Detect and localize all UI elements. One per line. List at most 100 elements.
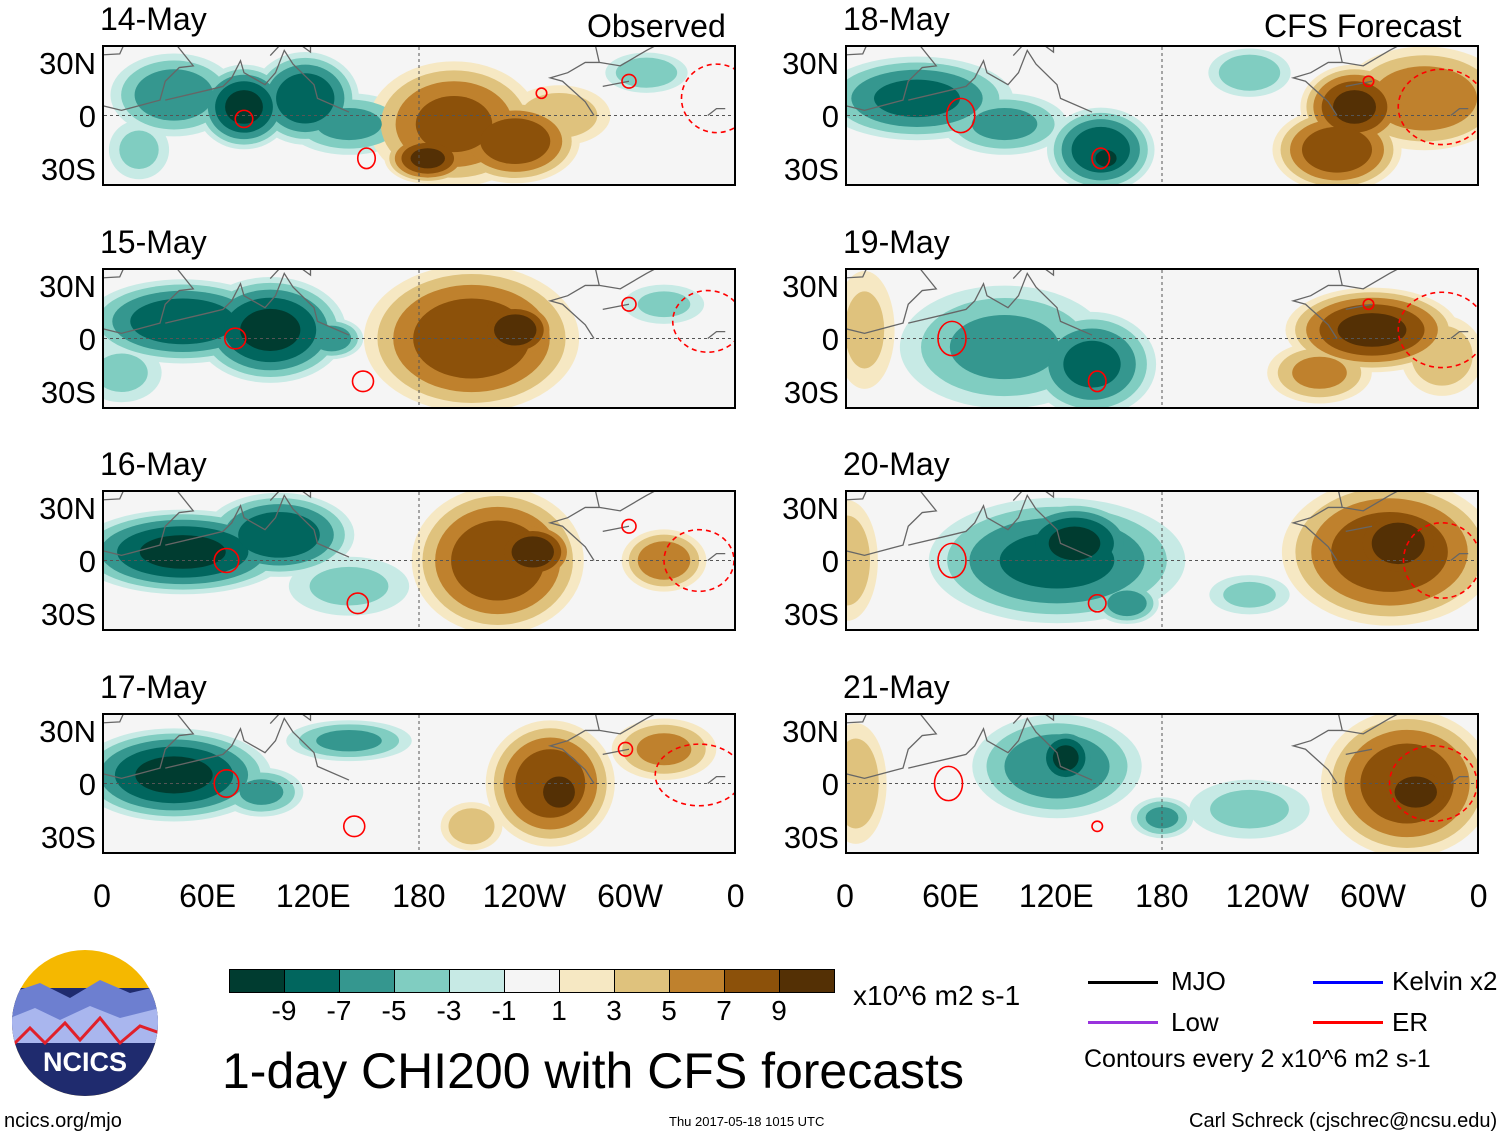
lat-tick-label: 30S — [783, 375, 839, 410]
map-panel — [102, 45, 736, 186]
er-contour — [1089, 595, 1107, 612]
chi200-map — [847, 47, 1477, 184]
anomaly-contour — [130, 298, 236, 345]
er-contour — [682, 64, 735, 133]
er-contour — [622, 297, 636, 311]
lon-tick-label: 60W — [1340, 878, 1406, 914]
lat-tick-label: 30N — [39, 46, 96, 81]
lat-tick-label: 30S — [40, 375, 96, 410]
mjo-legend-line — [1088, 981, 1158, 984]
er-contour — [225, 328, 246, 349]
lat-tick-label: 0 — [78, 767, 96, 802]
anomaly-contour — [1095, 150, 1117, 167]
lat-tick-label: 30S — [40, 820, 96, 855]
colorbar-units: x10^6 m2 s-1 — [853, 980, 1021, 1011]
coastlines — [104, 492, 725, 561]
anomaly-contour — [309, 566, 389, 606]
credit: Carl Schreck (cjschrec@ncsu.edu) — [1189, 1110, 1498, 1132]
colorbar-tick-label: -7 — [326, 995, 352, 1026]
lon-tick-label: 120E — [275, 878, 351, 914]
er-legend-label: ER — [1392, 1007, 1429, 1037]
anomaly-contour — [1063, 340, 1121, 388]
anomaly-contour — [410, 148, 445, 169]
panel-date: 14-May — [100, 1, 207, 37]
colorbar-tick-label: -1 — [491, 995, 517, 1026]
er-contour — [938, 321, 966, 355]
coastlines — [104, 715, 725, 784]
anomaly-contour — [1337, 313, 1407, 347]
lon-tick-label: 0 — [726, 878, 745, 914]
lat-tick-label: 30S — [783, 597, 839, 632]
anomaly-contour — [637, 291, 691, 318]
er-contour — [1363, 299, 1374, 309]
anomaly-contour — [1048, 526, 1101, 561]
lat-tick-label: 30N — [39, 269, 96, 304]
anomaly-contour — [276, 73, 335, 124]
colorbar-tick-label: 9 — [771, 995, 787, 1026]
anomaly-contour — [139, 535, 226, 569]
colorbar-swatch — [615, 970, 670, 992]
anomaly-contour — [494, 314, 537, 346]
colorbar-swatch — [560, 970, 615, 992]
er-contour — [344, 816, 365, 837]
lon-tick-label: 0 — [1469, 878, 1488, 914]
er-contour — [622, 74, 636, 88]
er-contour — [536, 88, 547, 98]
chi200-map — [847, 715, 1477, 852]
anomaly-contour — [316, 108, 382, 141]
er-contour — [673, 291, 734, 353]
er-contour — [938, 543, 966, 577]
lat-tick-label: 30N — [39, 714, 96, 749]
er-contour — [1404, 523, 1478, 598]
anomaly-contour — [847, 515, 871, 606]
source-link[interactable]: ncics.org/mjo — [4, 1110, 122, 1132]
coastlines — [104, 47, 725, 116]
lat-tick-label: 30S — [783, 152, 839, 187]
lon-tick-label: 120W — [482, 878, 567, 914]
lat-tick-label: 30N — [39, 491, 96, 526]
map-panel — [102, 490, 736, 631]
lon-tick-label: 0 — [93, 878, 111, 914]
lat-tick-label: 30S — [783, 820, 839, 855]
observed-label: Observed — [587, 8, 726, 44]
colorbar-swatch — [340, 970, 395, 992]
colorbar-swatch — [230, 970, 285, 992]
kelvin-legend-line — [1313, 981, 1383, 984]
er-contour — [353, 371, 374, 392]
lat-tick-label: 0 — [821, 322, 839, 357]
lon-tick-label: 180 — [392, 878, 446, 914]
panel-date: 16-May — [100, 446, 207, 482]
anomaly-contour — [415, 96, 493, 153]
lon-tick-label: 60E — [922, 878, 980, 914]
anomaly-contour — [448, 808, 495, 845]
map-panel — [102, 268, 736, 409]
lat-tick-label: 30N — [782, 269, 839, 304]
colorbar-swatch — [450, 970, 505, 992]
lat-tick-label: 0 — [821, 767, 839, 802]
anomaly-contour — [1301, 126, 1373, 173]
chi200-map — [104, 715, 734, 852]
colorbar-tick-label: -9 — [271, 995, 297, 1026]
coastlines — [847, 492, 1468, 561]
figure-title: 1-day CHI200 with CFS forecasts — [222, 1043, 964, 1099]
colorbar-swatch — [395, 970, 450, 992]
er-contour — [1092, 821, 1103, 831]
map-panel — [845, 490, 1479, 631]
lat-tick-label: 30N — [782, 46, 839, 81]
colorbar-swatch — [725, 970, 780, 992]
anomaly-contour — [1218, 54, 1281, 91]
coastlines — [847, 47, 1468, 116]
chi200-map — [847, 492, 1477, 629]
colorbar-tick-label: -3 — [436, 995, 462, 1026]
er-legend-line — [1313, 1021, 1383, 1024]
anomaly-contour — [971, 108, 1038, 141]
er-contour — [655, 744, 734, 806]
anomaly-contour — [225, 90, 263, 124]
lon-tick-label: 120W — [1225, 878, 1310, 914]
map-panel — [102, 713, 736, 854]
colorbar-tick-label: 3 — [606, 995, 622, 1026]
anomaly-contour — [1223, 581, 1276, 608]
lon-tick-label: 180 — [1135, 878, 1189, 914]
anomaly-contour — [1333, 90, 1376, 124]
